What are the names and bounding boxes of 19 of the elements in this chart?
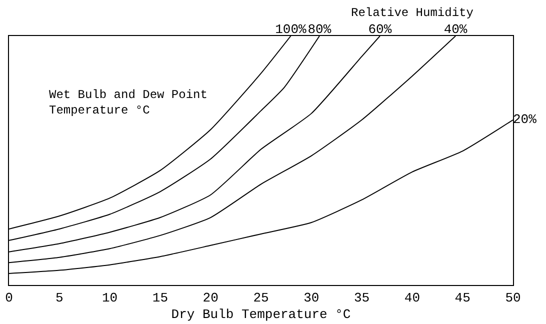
annotation: Wet Bulb and Dew Point Temperature °C [49,88,208,118]
x-axis-title: Dry Bulb Temperature °C [171,307,351,322]
x-tick-label: 40 [404,290,420,306]
text: Relative Humidity [351,6,474,20]
x-tick-label: 20 [202,290,218,306]
x-tick-label: 5 [55,290,64,306]
x-tick-label: 45 [454,290,470,306]
x-tick-label: 30 [304,290,320,306]
x-tick-label: 15 [152,290,168,306]
x-tick-label: 35 [354,290,370,306]
x-tick-label: 10 [102,290,118,306]
series-label: 80% [308,22,332,37]
series-label: 20% [513,112,537,128]
series-label: 60% [368,22,392,37]
x-tick-label: 0 [5,290,13,306]
series-label: 100% [275,22,307,37]
x-tick-label: 50 [505,290,521,306]
x-tick-label: 25 [253,290,269,306]
series-label: 40% [444,22,468,37]
